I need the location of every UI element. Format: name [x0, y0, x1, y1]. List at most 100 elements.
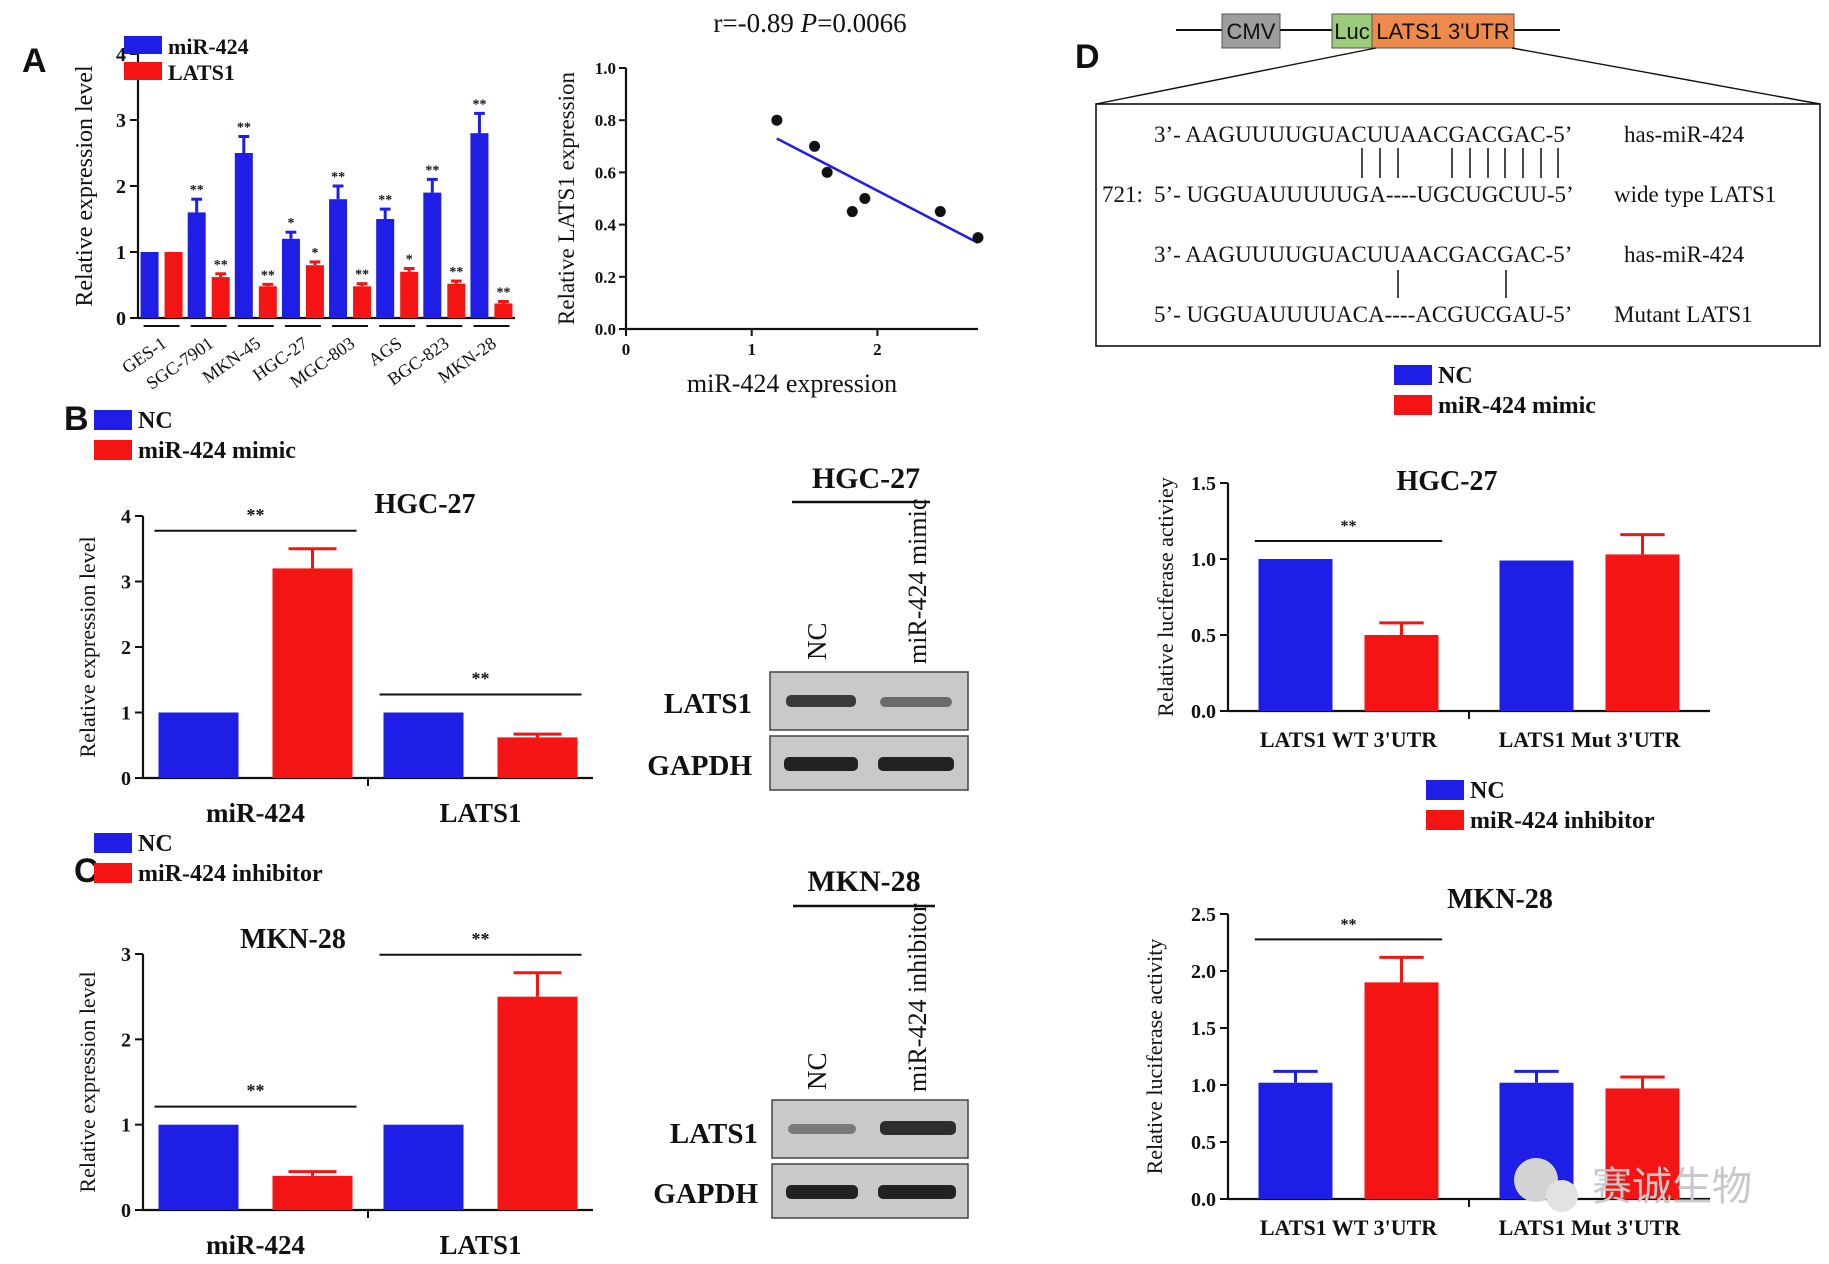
y-tick-label: 0.6	[595, 163, 616, 182]
y-tick-label: 3	[121, 572, 131, 594]
western-blot-c: MKN-28 NC miR-424 inhibitor LATS1 GAPDH	[653, 865, 969, 1219]
seq-row1: 3’- AAGUUUUGUACUUAACGACGAC-5’	[1154, 122, 1572, 147]
chart-title: HGC-27	[374, 489, 475, 520]
bar	[400, 271, 419, 318]
y-axis-label: Relative LATS1 expression	[554, 72, 579, 325]
watermark-text: 赛诚生物	[1592, 1164, 1752, 1210]
y-tick-label: 1.0	[1191, 1075, 1216, 1097]
blot-b-label-gapdh: GAPDH	[647, 750, 752, 782]
legend-swatch	[124, 62, 162, 80]
y-axis-label: Relative expression level	[72, 65, 98, 307]
y-axis-label: Relative expression level	[75, 971, 100, 1192]
y-axis-label: Relative expression level	[75, 536, 100, 757]
blot-b-lats1-band-nc	[786, 695, 856, 707]
chart-title: MKN-28	[1447, 884, 1553, 915]
bar	[164, 252, 183, 318]
chart-title: HGC-27	[1396, 466, 1497, 497]
scatter-point	[846, 206, 858, 218]
legend-swatch	[94, 863, 132, 883]
x-tick-label: 1	[747, 340, 756, 359]
title-p-label: P	[800, 8, 818, 38]
bar	[1364, 635, 1439, 711]
significance-label: **	[237, 121, 251, 136]
bar	[383, 1124, 464, 1210]
seq-row2-label: wide type LATS1	[1614, 182, 1776, 207]
y-tick-label: 0.0	[1191, 701, 1216, 723]
sequence-alignment-box: 3’- AAGUUUUGUACUUAACGACGAC-5’ has-miR-42…	[1095, 103, 1821, 347]
legend-swatch	[124, 36, 162, 54]
significance-label: **	[425, 163, 439, 178]
bar	[158, 1124, 239, 1210]
chart-title: r=-0.89 P=0.0066	[713, 8, 906, 38]
significance-label: **	[1341, 916, 1357, 933]
blot-b-lane-nc: NC	[802, 622, 832, 660]
construct-luc-label: Luc	[1334, 19, 1369, 44]
blot-b-cell-title: HGC-27	[812, 462, 920, 495]
significance-label: *	[311, 246, 318, 261]
blot-b-gapdh-band-nc	[784, 757, 858, 771]
y-tick-label: 2.5	[1191, 904, 1216, 926]
y-tick-label: 3	[121, 944, 131, 966]
y-tick-label: 0	[121, 768, 131, 790]
x-tick-label: 2	[873, 340, 882, 359]
bar	[1605, 554, 1680, 711]
legend-label: LATS1	[168, 60, 235, 85]
category-label: LATS1 Mut 3'UTR	[1499, 727, 1682, 752]
significance-label: **	[261, 268, 275, 283]
seq-wt-pairing-lines	[1361, 148, 1559, 178]
chart-b-hgc27-bars: 0 1 2 3 4 Relative expression level HGC-27 NC mi…	[75, 408, 593, 828]
scatter-point	[972, 232, 984, 244]
scatter-point	[821, 166, 833, 178]
seq-row2: 5’- UGGUAUUUUUGA----UGCUGCUU-5’	[1154, 182, 1574, 207]
significance-label: **	[472, 929, 490, 949]
y-tick-label: 0	[121, 1200, 131, 1222]
y-tick-label: 2	[121, 1029, 131, 1051]
legend-label: NC	[138, 408, 173, 434]
panel-letter-a: A	[22, 42, 47, 80]
significance-label: **	[472, 669, 490, 689]
legend-swatch	[1426, 810, 1464, 830]
significance-label: *	[406, 253, 413, 268]
y-tick-label: 1	[116, 242, 126, 264]
blot-c-cell-title: MKN-28	[807, 865, 920, 898]
blot-c-gapdh-band-nc	[786, 1185, 858, 1199]
construct-zoom-line-right	[1511, 47, 1821, 105]
legend-swatch	[1426, 780, 1464, 800]
category-label: miR-424	[206, 798, 305, 828]
watermark: 赛诚生物	[1514, 1158, 1752, 1212]
blot-c-lats1-band-nc	[788, 1124, 856, 1134]
significance-label: **	[378, 193, 392, 208]
bar	[376, 219, 395, 318]
western-blot-b: HGC-27 NC miR-424 mimic LATS1 GAPDH	[647, 462, 969, 791]
bar	[272, 1175, 353, 1210]
blot-b-gapdh-band-treatment	[878, 757, 954, 771]
category-label: miR-424	[206, 1230, 305, 1260]
y-axis-label: Relative luciferase activiey	[1153, 477, 1178, 716]
significance-label: **	[355, 268, 369, 283]
legend-label: miR-424 inhibitor	[138, 861, 323, 887]
significance-label: **	[496, 286, 510, 301]
seq-row4: 5’- UGGUAUUUUACA----ACGUCGAU-5’	[1154, 302, 1572, 327]
y-axis-label: Relative luciferase activity	[1142, 939, 1167, 1175]
y-tick-label: 1	[121, 703, 131, 725]
bar	[497, 996, 578, 1210]
construct-cmv-box	[1221, 13, 1281, 49]
legend-label: miR-424 mimic	[138, 438, 296, 464]
y-tick-label: 0.5	[1191, 625, 1216, 647]
regression-line	[776, 137, 979, 244]
blot-c-lats1-band-treatment	[880, 1121, 956, 1135]
blot-c-lane-treatment: miR-424 inhibitor	[903, 903, 932, 1092]
blot-b-lats1-band-treatment	[880, 697, 952, 707]
y-tick-label: 1.5	[1191, 1018, 1216, 1040]
bar	[494, 303, 513, 318]
bar	[1605, 1088, 1680, 1199]
y-tick-label: 0.8	[595, 111, 616, 130]
y-tick-label: 1.0	[1191, 549, 1216, 571]
seq-row2-position: 721:	[1102, 182, 1143, 207]
bar	[423, 192, 442, 318]
scatter-point	[771, 114, 783, 126]
seq-row4-label: Mutant LATS1	[1614, 302, 1753, 327]
construct-luc-box	[1331, 13, 1373, 49]
seq-row3: 3’- AAGUUUUGUACUUAACGACGAC-5’	[1154, 242, 1572, 267]
